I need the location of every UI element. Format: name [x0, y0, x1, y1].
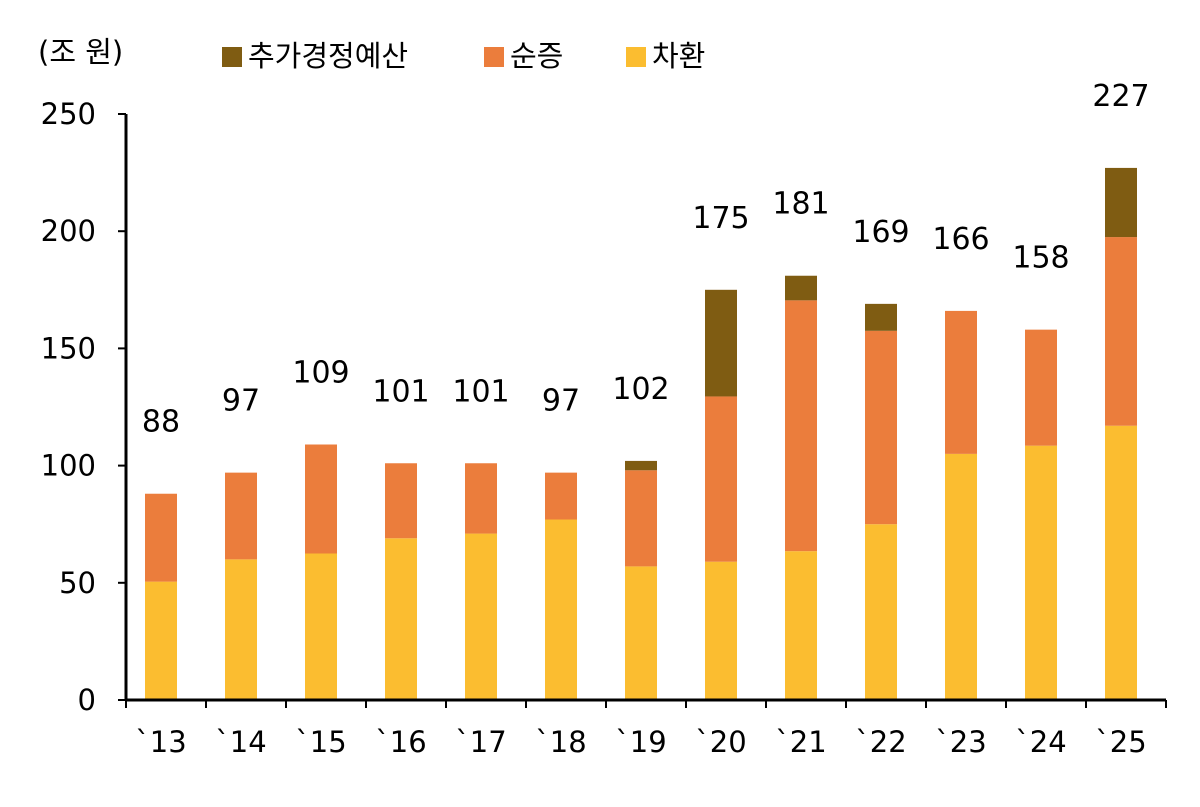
bars [145, 167, 1137, 700]
legend: 추가경정예산 순증 차환 [222, 39, 705, 73]
y-tick-label: 200 [41, 214, 96, 248]
bar-segment-net-increase [1025, 329, 1057, 446]
legend-label-net-increase: 순증 [510, 39, 563, 73]
bar-segment-net-increase [945, 310, 977, 454]
total-label: 101 [452, 374, 509, 409]
x-tick-label: `24 [1015, 725, 1066, 759]
legend-swatch-net-increase [484, 47, 504, 67]
bar-segment-supplementary-budget [1105, 167, 1137, 238]
bar-segment-supplementary-budget [625, 460, 657, 471]
bar-segment-refinancing [705, 561, 737, 700]
bar-segment-net-increase [1105, 237, 1137, 426]
total-label: 227 [1092, 79, 1149, 114]
x-tick-label: `19 [615, 725, 666, 759]
bar-segment-net-increase [785, 300, 817, 552]
bar-segment-supplementary-budget [785, 275, 817, 301]
total-label: 88 [142, 405, 180, 440]
x-tick-label: `22 [855, 725, 906, 759]
bar-segment-net-increase [865, 330, 897, 525]
bar-segment-refinancing [945, 453, 977, 700]
x-tick-label: `23 [935, 725, 986, 759]
bar-segment-supplementary-budget [705, 289, 737, 397]
bar-segment-refinancing [1025, 445, 1057, 700]
bar-segment-refinancing [545, 519, 577, 700]
total-label: 166 [932, 222, 989, 257]
y-tick-label: 50 [59, 566, 96, 600]
total-label: 169 [852, 215, 909, 250]
bar-segment-net-increase [625, 470, 657, 567]
y-tick-label: 100 [41, 449, 96, 483]
bar-segment-refinancing [785, 551, 817, 700]
x-tick-label: `25 [1095, 725, 1146, 759]
bar-segment-supplementary-budget [865, 303, 897, 331]
y-axis: 0 50 100 150 200 250 [41, 97, 126, 717]
legend-label-supplementary-budget: 추가경정예산 [248, 39, 408, 73]
total-label: 102 [612, 372, 669, 407]
bar-segment-refinancing [1105, 425, 1137, 700]
x-tick-label: `14 [215, 725, 266, 759]
bar-segment-refinancing [625, 566, 657, 700]
bar-segment-net-increase [385, 463, 417, 539]
bar-segment-refinancing [305, 553, 337, 700]
x-tick-label: `17 [455, 725, 506, 759]
legend-label-refinancing: 차환 [652, 39, 705, 73]
total-label: 175 [692, 201, 749, 236]
legend-swatch-supplementary-budget [222, 47, 242, 67]
bar-segment-net-increase [305, 444, 337, 554]
bar-segment-refinancing [465, 533, 497, 700]
total-label: 97 [542, 384, 580, 419]
data-labels: 88 97 109 101 101 97 102 175 181 169 166 158 227 [142, 79, 1150, 440]
total-label: 101 [372, 374, 429, 409]
bar-segment-refinancing [385, 538, 417, 700]
x-tick-label: `13 [135, 725, 186, 759]
x-tick-label: `18 [535, 725, 586, 759]
x-tick-label: `21 [775, 725, 826, 759]
y-tick-label: 250 [41, 97, 96, 131]
bar-segment-net-increase [465, 463, 497, 534]
total-label: 158 [1012, 241, 1069, 276]
bar-segment-refinancing [225, 559, 257, 700]
legend-swatch-refinancing [626, 47, 646, 67]
bar-segment-net-increase [145, 493, 177, 582]
bar-segment-net-increase [705, 396, 737, 562]
bar-segment-net-increase [545, 472, 577, 520]
total-label: 109 [292, 356, 349, 391]
x-tick-label: `15 [295, 725, 346, 759]
total-label: 181 [772, 187, 829, 222]
unit-label: (조 원) [38, 35, 123, 69]
x-axis: `13 `14 `15 `16 `17 `18 `19 `20 `21 `22 `23 `24 `25 [125, 700, 1167, 759]
y-tick-label: 150 [41, 331, 96, 365]
x-tick-label: `20 [695, 725, 746, 759]
x-tick-label: `16 [375, 725, 426, 759]
bar-segment-net-increase [225, 472, 257, 560]
bar-segment-refinancing [145, 581, 177, 700]
bar-segment-refinancing [865, 524, 897, 700]
y-tick-label: 0 [78, 683, 96, 717]
total-label: 97 [222, 384, 260, 419]
